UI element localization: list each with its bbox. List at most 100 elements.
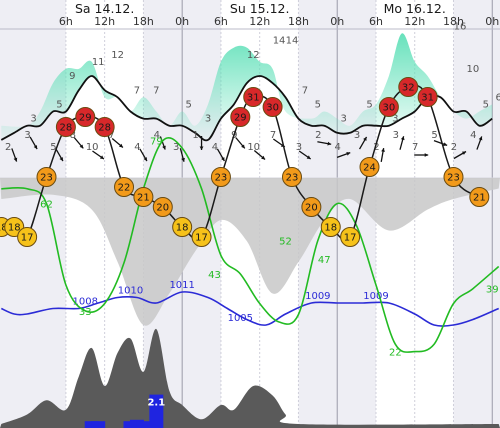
hour-label: 0h — [330, 15, 344, 28]
hour-label: 12h — [249, 15, 270, 28]
wind-arrow-head — [199, 146, 204, 150]
wind-gust-area — [1, 33, 493, 141]
wind-arrow-head — [221, 157, 225, 162]
pressure-label: 1011 — [169, 280, 194, 291]
temperature-marker — [443, 167, 464, 187]
wind-speed-label: 8 — [70, 130, 76, 141]
wind-arrow-head — [143, 157, 147, 162]
wind-panel: 3591112775361214147535361610562358107443… — [0, 21, 500, 163]
wind-arrow-head — [59, 157, 63, 162]
precip-bar — [91, 421, 106, 428]
precip-bar — [149, 394, 164, 428]
hour-label: 6h — [369, 15, 383, 28]
wind-arrow-head — [478, 136, 483, 141]
precipitation-panel: 2.1 — [0, 328, 500, 428]
humidity-line — [1, 137, 500, 353]
wind-arrow-head — [261, 155, 266, 160]
wind-speed-label: 2 — [451, 142, 457, 153]
temperature-value: 20 — [305, 203, 318, 214]
temperature-value: 23 — [286, 173, 299, 184]
hour-label: 6h — [59, 15, 73, 28]
hour-label: 0h — [485, 15, 499, 28]
day-label: Su 15.12. — [230, 1, 290, 16]
wind-arrow-head — [13, 157, 18, 162]
humidity-label: 33 — [79, 307, 92, 318]
wind-arrow-head — [306, 155, 311, 160]
wind-speed-label: 2 — [5, 142, 11, 153]
wind-speed-label: 1 — [192, 130, 198, 141]
wind-arrow-head — [241, 144, 245, 149]
temperature-value: 31 — [247, 93, 260, 104]
temperature-marker — [172, 217, 193, 237]
pressure-label: 1005 — [228, 313, 253, 324]
temperature-marker — [378, 97, 399, 117]
temperature-marker — [359, 157, 380, 177]
temperature-layer: 1818172328292822212018172329313023201817… — [0, 77, 490, 247]
pressure-label: 1009 — [305, 291, 330, 302]
wind-arrow-head — [381, 148, 385, 152]
wind-gust-label: 16 — [454, 21, 467, 32]
wind-gust-label: 14 — [286, 36, 299, 47]
pressure-label: 1009 — [363, 291, 388, 302]
wind-speed-label: 2 — [315, 130, 321, 141]
wind-gust-label: 5 — [366, 100, 372, 111]
temperature-marker — [398, 77, 419, 97]
temperature-marker — [301, 197, 322, 217]
temperature-value: 31 — [421, 93, 434, 104]
humidity-label: 47 — [318, 255, 331, 266]
wind-speed-label: 5 — [431, 130, 437, 141]
wind-gust-label: 12 — [111, 50, 124, 61]
wind-gust-label: 11 — [92, 57, 105, 68]
wind-speed-label: 4 — [470, 130, 476, 141]
temperature-marker — [36, 167, 57, 187]
temperature-value: 17 — [344, 233, 357, 244]
cloud-cover-area — [0, 178, 500, 326]
wind-speed-label: 7 — [270, 130, 276, 141]
wind-gust-label: 9 — [69, 71, 75, 82]
temperature-value: 21 — [473, 193, 486, 204]
wind-speed-label: 3 — [354, 130, 360, 141]
wind-arrow-head — [162, 145, 166, 150]
temperature-value: 17 — [195, 233, 208, 244]
temperature-value: 23 — [40, 173, 53, 184]
humidity-label: 52 — [279, 237, 292, 248]
temperature-value: 30 — [383, 103, 396, 114]
wind-gust-label: 5 — [185, 100, 191, 111]
wind-gust-label: 14 — [273, 36, 286, 47]
temperature-value: 28 — [98, 123, 111, 134]
wind-speed-label: 4 — [334, 142, 340, 153]
temperature-marker — [191, 227, 212, 247]
wind-gust-label: 12 — [247, 50, 260, 61]
temperature-value: 17 — [21, 233, 34, 244]
temperature-marker — [210, 167, 231, 187]
humidity-label: 22 — [389, 348, 402, 359]
humidity-label: 43 — [208, 270, 221, 281]
temperature-value: 18 — [8, 223, 21, 234]
wind-speed-label: 4 — [154, 130, 160, 141]
temperature-marker — [262, 97, 283, 117]
wind-gust-label: 3 — [30, 114, 36, 125]
wind-gust-label: 7 — [302, 85, 308, 96]
wind-speed-label: 3 — [296, 142, 302, 153]
wind-arrow-head — [400, 136, 405, 141]
temperature-marker — [152, 197, 173, 217]
pressure-line — [0, 291, 500, 327]
humidity-label: 79 — [150, 137, 163, 148]
wind-gust-label: 5 — [315, 100, 321, 111]
temperature-marker — [281, 167, 302, 187]
wind-arrow-head — [99, 155, 104, 160]
wind-gust-label: 3 — [392, 114, 398, 125]
wind-arrow-head — [327, 141, 332, 146]
temperature-marker — [243, 87, 264, 107]
wind-arrow-head — [79, 144, 84, 149]
wind-speed-label: 10 — [247, 142, 260, 153]
temperature-marker — [75, 107, 96, 127]
hour-label: 18h — [133, 15, 154, 28]
wind-arrow-head — [33, 145, 38, 150]
wind-gust-label: 3 — [340, 114, 346, 125]
header-layer: Sa 14.12. Su 15.12. Mo 16.12.6h 12h 18h 0h 6h 1… — [59, 1, 499, 28]
pressure-label: 1010 — [118, 286, 143, 297]
temperature-marker — [340, 227, 361, 247]
